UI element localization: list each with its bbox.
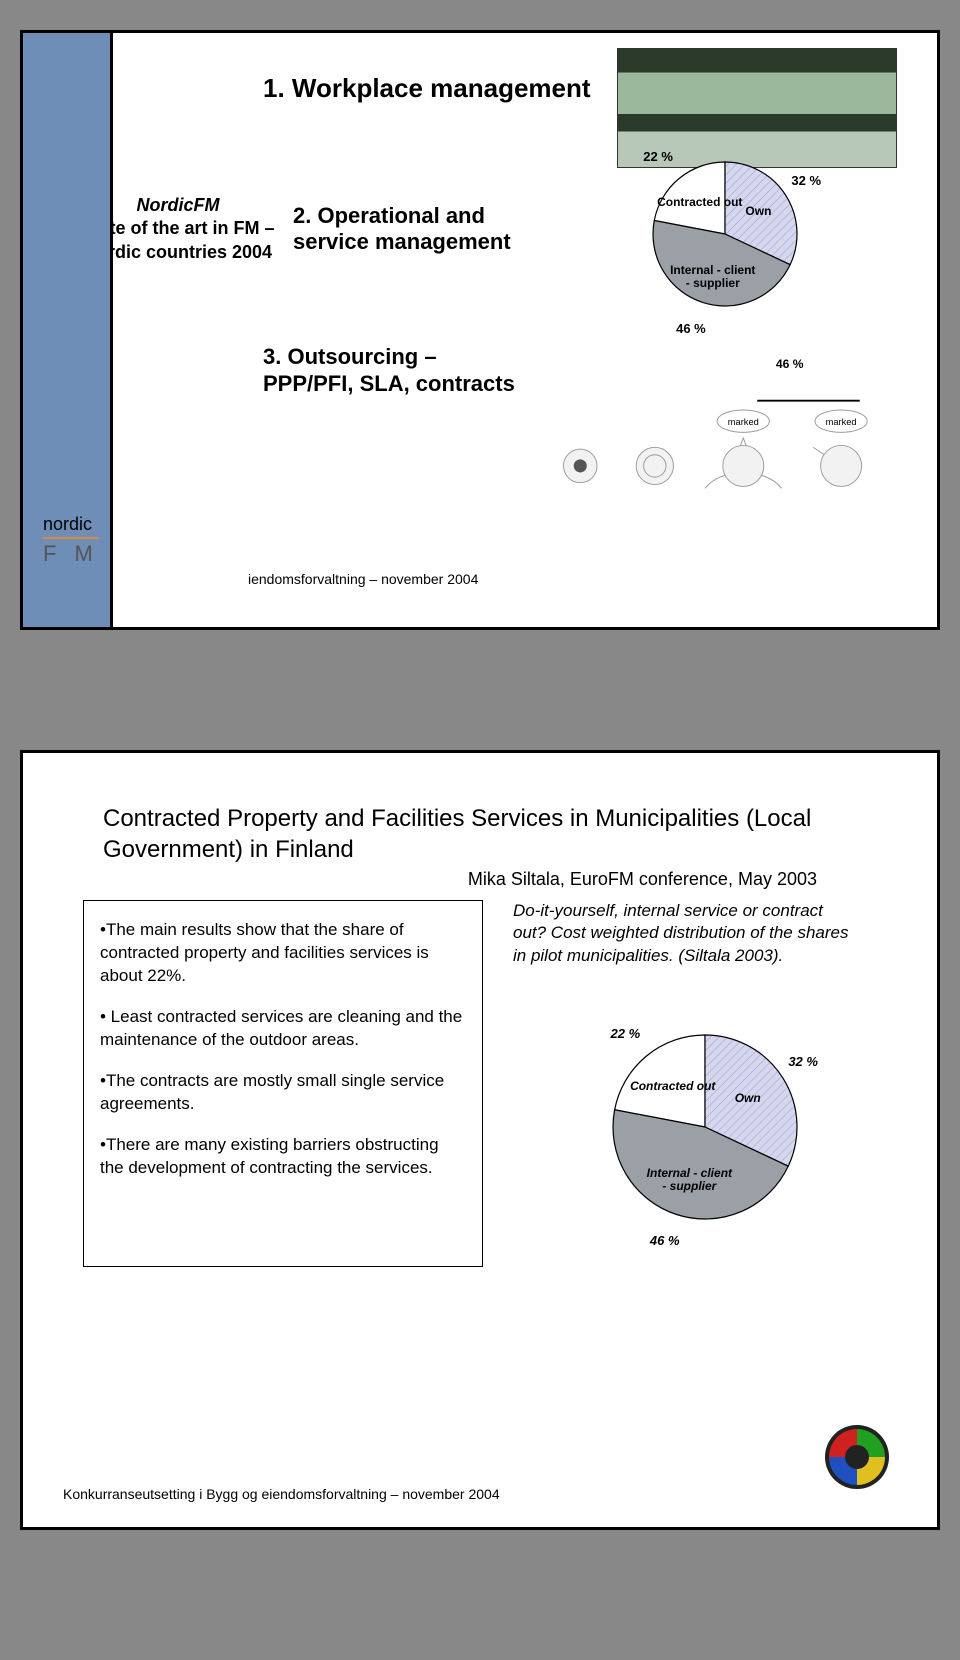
diag-46pct: 46 % <box>776 357 804 371</box>
bullet-4: •There are many existing barriers obstru… <box>100 1134 466 1180</box>
slide-1: 1. Workplace management NordicFM State o… <box>20 30 940 630</box>
marked-label-2: marked <box>826 417 857 427</box>
fm-text: F M <box>43 541 99 567</box>
bullets-box: •The main results show that the share of… <box>83 900 483 1266</box>
slide1-footer: iendomsforvaltning – november 2004 <box>248 571 478 587</box>
bullet-3: •The contracts are mostly small single s… <box>100 1070 466 1116</box>
slide2-body: •The main results show that the share of… <box>83 900 897 1266</box>
nordic-text: nordic <box>43 514 99 535</box>
ring-icon <box>817 1417 897 1497</box>
slide2-footer: Konkurranseutsetting i Bygg og eiendomsf… <box>63 1486 500 1502</box>
marked-label-1: marked <box>728 417 759 427</box>
nordic-fm-logo: nordic F M <box>43 514 99 567</box>
slide2-subtitle: Mika Siltala, EuroFM conference, May 200… <box>63 869 817 890</box>
bullet-2: • Least contracted services are cleaning… <box>100 1006 466 1052</box>
slide2-title: Contracted Property and Facilities Servi… <box>103 803 897 865</box>
pie-chart-2: 22 %Contracted out32 %Own46 %Internal - … <box>565 987 845 1267</box>
h3-text: 3. Outsourcing – PPP/PFI, SLA, contracts <box>263 344 523 397</box>
section-3-row: 3. Outsourcing – PPP/PFI, SLA, contracts… <box>263 344 897 504</box>
outsourcing-diagram: 46 % marked marked <box>543 344 897 504</box>
slide2-right-text: Do-it-yourself, internal service or cont… <box>513 900 897 966</box>
section-2-row: NordicFM State of the art in FM – Nordic… <box>63 124 897 334</box>
slide-2: Contracted Property and Facilities Servi… <box>20 750 940 1530</box>
pie-chart-1: 22 %Contracted out32 %Own46 %Internal - … <box>553 124 897 334</box>
bullet-1: •The main results show that the share of… <box>100 919 466 988</box>
nordic-line <box>43 537 99 539</box>
slide2-right-col: Do-it-yourself, internal service or cont… <box>513 900 897 1266</box>
h2-text: 2. Operational and service management <box>293 203 553 256</box>
